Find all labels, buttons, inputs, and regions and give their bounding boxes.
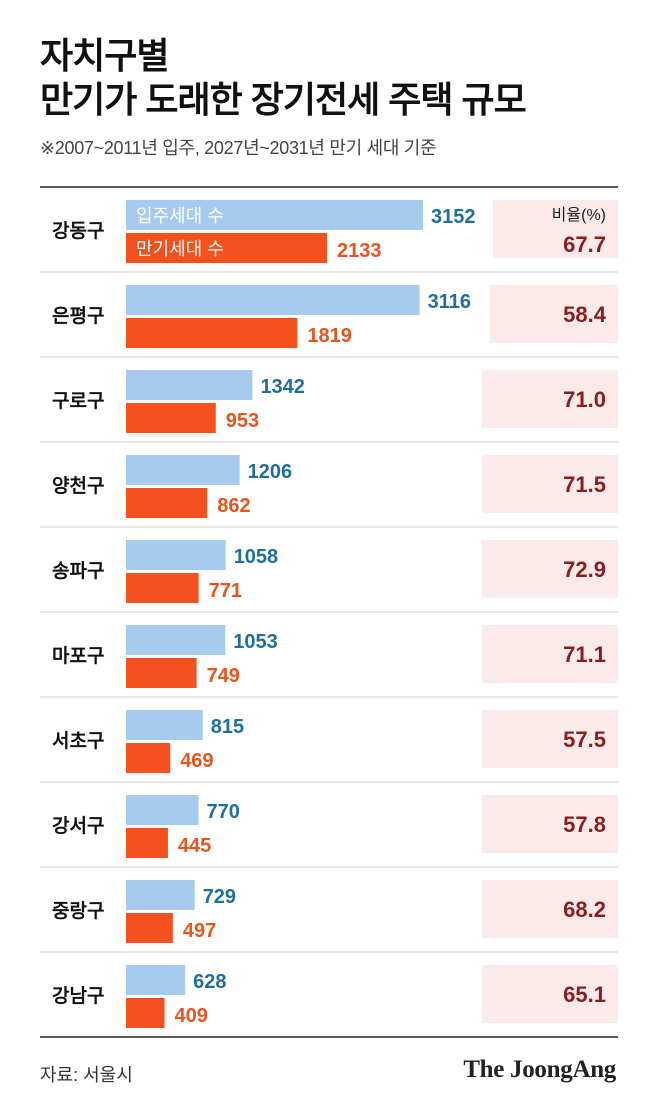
value-label-expiring: 1819 <box>307 325 352 347</box>
bar-expiring <box>126 828 168 858</box>
value-label-move-in: 3116 <box>428 291 471 313</box>
category-label: 서초구 <box>52 730 104 752</box>
category-label: 마포구 <box>52 645 104 667</box>
title-line-2: 만기가 도래한 장기전세 주택 규모 <box>40 79 527 120</box>
bar-move-in <box>126 540 226 570</box>
category-label: 중랑구 <box>52 900 104 922</box>
chart-subtitle: ※2007~2011년 입주, 2027년~2031년 만기 세대 기준 <box>40 138 437 158</box>
ratio-box <box>493 200 618 258</box>
ratio-value: 71.5 <box>563 472 606 497</box>
chart-title: 자치구별 만기가 도래한 장기전세 주택 규모 <box>40 34 527 122</box>
bar-expiring <box>126 488 208 518</box>
value-label-move-in: 1206 <box>248 461 292 483</box>
value-label-move-in: 770 <box>207 801 240 823</box>
value-label-expiring: 469 <box>180 750 213 772</box>
ratio-box <box>482 625 618 683</box>
ratio-box <box>482 880 618 938</box>
category-label: 구로구 <box>52 391 104 412</box>
bar-move-in <box>126 285 420 315</box>
legend-expiring: 만기세대 수 <box>136 239 224 259</box>
bar-move-in <box>126 795 199 825</box>
category-label: 양천구 <box>52 475 104 497</box>
value-label-expiring: 445 <box>178 835 211 857</box>
category-label: 송파구 <box>52 560 104 582</box>
ratio-box <box>482 455 618 513</box>
ratio-box <box>482 965 618 1023</box>
bar-expiring <box>126 573 199 603</box>
value-label-move-in: 1058 <box>234 546 278 568</box>
bar-move-in <box>126 710 203 740</box>
ratio-value: 67.7 <box>563 232 606 257</box>
value-label-expiring: 497 <box>183 920 216 942</box>
value-label-expiring: 409 <box>175 1005 208 1027</box>
ratio-header: 비율(%) <box>552 206 606 224</box>
bar-expiring <box>126 403 216 433</box>
ratio-box <box>482 795 618 853</box>
value-label-expiring: 2133 <box>337 240 382 262</box>
bar-expiring <box>126 233 327 263</box>
bar-expiring <box>126 743 171 773</box>
source-note: 자료: 서울시 <box>40 1065 133 1085</box>
bar-expiring <box>126 318 298 348</box>
bar-move-in <box>126 200 423 230</box>
value-label-move-in: 628 <box>193 971 226 993</box>
bar-expiring <box>126 913 173 943</box>
ratio-box <box>489 285 618 343</box>
brand-logo: The JoongAng <box>463 1056 616 1083</box>
ratio-value: 68.2 <box>563 897 606 922</box>
value-label-move-in: 815 <box>211 716 244 738</box>
ratio-value: 72.9 <box>563 557 606 582</box>
bar-move-in <box>126 965 186 995</box>
ratio-value: 71.0 <box>563 387 606 412</box>
value-label-move-in: 3152 <box>431 206 476 228</box>
ratio-value: 58.4 <box>563 302 607 327</box>
category-label: 강서구 <box>52 815 104 837</box>
value-label-expiring: 953 <box>226 410 259 432</box>
ratio-value: 57.8 <box>563 812 606 837</box>
value-label-move-in: 1342 <box>260 376 305 398</box>
ratio-value: 57.5 <box>563 727 606 752</box>
ratio-box <box>482 540 618 598</box>
value-label-move-in: 1053 <box>233 631 277 653</box>
ratio-value: 65.1 <box>563 982 606 1007</box>
bar-move-in <box>126 880 195 910</box>
bar-move-in <box>126 370 253 400</box>
value-label-expiring: 749 <box>207 665 240 687</box>
legend-move-in: 입주세대 수 <box>136 206 224 226</box>
bar-move-in <box>126 455 240 485</box>
bar-move-in <box>126 625 226 655</box>
title-line-1: 자치구별 <box>40 35 169 76</box>
bar-expiring <box>126 998 165 1028</box>
ratio-value: 71.1 <box>563 642 606 667</box>
category-label: 강남구 <box>52 985 104 1007</box>
ratio-box <box>482 710 618 768</box>
ratio-box <box>482 370 618 428</box>
category-label: 은평구 <box>52 305 104 327</box>
value-label-expiring: 862 <box>217 495 250 517</box>
value-label-expiring: 771 <box>209 580 242 602</box>
bar-expiring <box>126 658 197 688</box>
category-label: 강동구 <box>52 220 104 242</box>
value-label-move-in: 729 <box>203 886 236 908</box>
